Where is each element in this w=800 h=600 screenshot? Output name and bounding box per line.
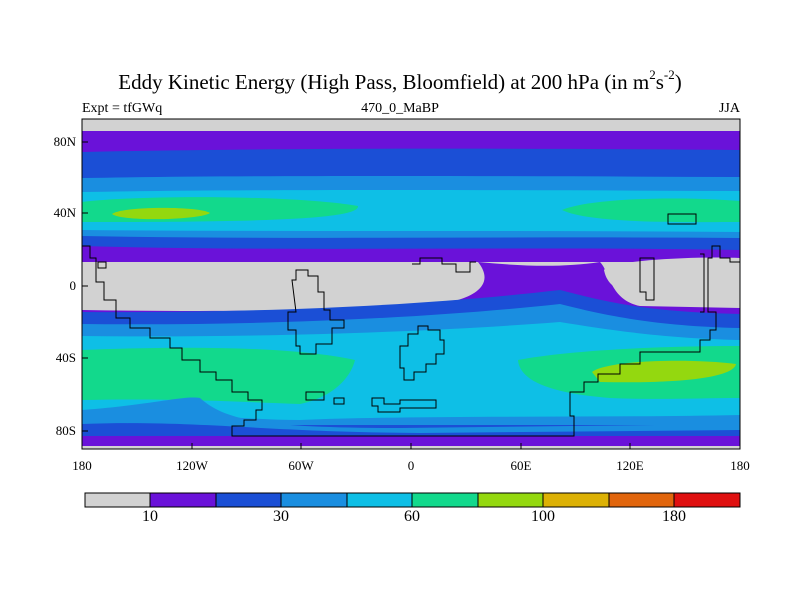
- colorbar-label-30: 30: [273, 508, 289, 525]
- colorbar-box-5: [412, 493, 479, 507]
- colorbar-boxes: [85, 493, 741, 507]
- colorbar-box-3: [281, 493, 348, 507]
- xtick-120w: 120W: [176, 458, 208, 473]
- coast-north-america: [82, 245, 740, 437]
- tick-marks: [81, 141, 741, 449]
- colorbar-box-4: [347, 493, 413, 507]
- coast-small-island: [305, 391, 325, 401]
- coast-south-america: [399, 325, 445, 381]
- colorbar-box-9: [674, 493, 741, 507]
- coast-east-peninsula: [639, 257, 655, 301]
- yellow-s-east: [592, 360, 736, 383]
- plot-title: Eddy Kinetic Energy (High Pass, Bloomfie…: [118, 67, 682, 94]
- coast-small-island-2: [333, 397, 345, 405]
- colorbar-frame: [84, 492, 741, 508]
- xtick-180e: 180: [730, 458, 750, 473]
- colorbar-box-0: [85, 493, 151, 507]
- yellow-n-west: [112, 207, 210, 220]
- xtick-60e: 60E: [510, 458, 532, 473]
- colorbar-label-10: 10: [142, 508, 158, 525]
- colorbar-separators: [149, 493, 675, 507]
- xtick-60w: 60W: [288, 458, 314, 473]
- xtick-120e: 120E: [616, 458, 644, 473]
- coast-australia: [371, 397, 437, 413]
- coast-ne-box: [667, 213, 697, 225]
- coast-east-column: [700, 253, 705, 313]
- coastlines: [82, 213, 740, 437]
- xtick-0: 0: [407, 458, 415, 473]
- colorbar-box-1: [150, 493, 217, 507]
- colorbar: [84, 492, 741, 508]
- colorbar-box-6: [478, 493, 544, 507]
- run-label: 470_0_MaBP: [361, 101, 439, 116]
- coast-greenland-rect: [97, 261, 107, 269]
- gray-east-lobe: [604, 257, 740, 306]
- coast-africa: [287, 269, 345, 355]
- coast-arabia: [412, 257, 476, 273]
- colorbar-label-60: 60: [404, 508, 420, 525]
- experiment-label: Expt = tfGWq: [82, 101, 163, 116]
- season-label: JJA: [718, 101, 740, 116]
- south-violet: [82, 436, 740, 449]
- colorbar-label-180: 180: [662, 508, 686, 525]
- colorbar-label-100: 100: [531, 508, 555, 525]
- colorbar-box-8: [609, 493, 675, 507]
- colorbar-box-2: [216, 493, 282, 507]
- green-s-west: [82, 347, 355, 404]
- colorbar-box-7: [543, 493, 610, 507]
- xtick-180w: 180: [72, 458, 92, 473]
- contour-field: [82, 119, 740, 449]
